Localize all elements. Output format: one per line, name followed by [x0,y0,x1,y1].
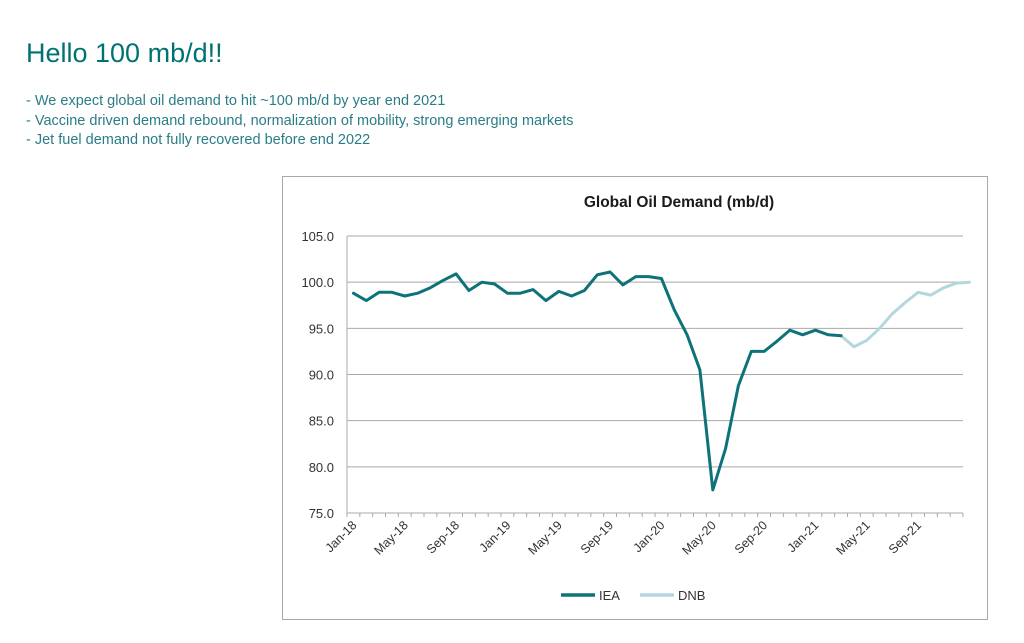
x-axis-ticks: Jan-18 May-18 Sep-18 Jan-19 May-19 Sep-19 Jan-… [323,513,964,558]
legend: IEA DNB [561,588,705,603]
x-tick-label: May-20 [679,518,718,557]
y-tick-label: 100.0 [301,275,334,290]
chart-frame: Global Oil Demand (mb/d) 105.0 100.0 95.0 9… [282,176,988,620]
y-tick-label: 80.0 [309,460,334,475]
x-tick-label: Sep-19 [578,518,616,556]
x-tick-label: Sep-21 [886,518,924,556]
legend-label-dnb: DNB [678,588,705,603]
y-tick-label: 75.0 [309,506,334,521]
oil-demand-chart: Global Oil Demand (mb/d) 105.0 100.0 95.0 9… [301,194,971,603]
legend-label-iea: IEA [599,588,620,603]
y-tick-label: 105.0 [301,229,334,244]
series-line-dnb [839,280,971,349]
bullet-item: - We expect global oil demand to hit ~10… [26,93,446,109]
x-tick-label: Jan-21 [785,518,822,555]
slide-title: Hello 100 mb/d!! [26,38,223,68]
x-tick-label: Sep-20 [732,518,770,556]
y-tick-label: 90.0 [309,368,334,383]
chart-title: Global Oil Demand (mb/d) [584,194,774,211]
y-tick-label: 95.0 [309,321,334,336]
x-tick-label: Jan-19 [477,518,514,555]
series-line-iea [351,270,843,492]
series-lines [351,270,971,492]
x-tick-label: May-21 [833,518,872,557]
bullet-list: - We expect global oil demand to hit ~10… [26,92,574,151]
bullet-item: - Jet fuel demand not fully recovered be… [26,132,371,148]
x-tick-label: Jan-20 [631,518,668,555]
y-axis-ticks: 105.0 100.0 95.0 90.0 85.0 80.0 75.0 [301,229,334,521]
x-tick-label: Jan-18 [323,518,360,555]
x-tick-label: May-18 [371,518,410,557]
y-tick-label: 85.0 [309,414,334,429]
x-tick-label: Sep-18 [424,518,462,556]
x-tick-label: May-19 [525,518,564,557]
bullet-item: - Vaccine driven demand rebound, normali… [26,112,574,129]
